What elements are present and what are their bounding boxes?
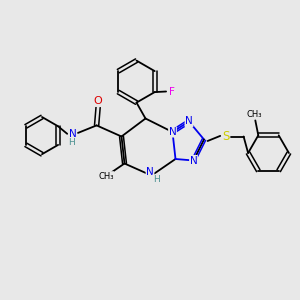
Text: CH₃: CH₃ (98, 172, 114, 181)
Text: N: N (146, 167, 154, 177)
Text: N: N (69, 129, 76, 140)
Text: H: H (153, 175, 159, 184)
Text: S: S (222, 130, 229, 143)
Text: H: H (68, 138, 74, 147)
Text: CH₃: CH₃ (247, 110, 262, 119)
Text: N: N (190, 155, 197, 166)
Text: F: F (169, 86, 175, 97)
Text: O: O (94, 96, 103, 106)
Text: N: N (169, 127, 176, 137)
Text: N: N (185, 116, 193, 127)
